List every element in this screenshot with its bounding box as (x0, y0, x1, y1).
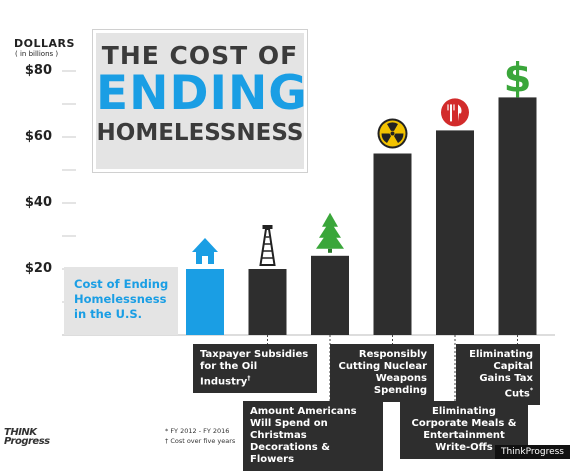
homelessness-callout: Cost of Ending Homelessness in the U.S. (64, 267, 178, 335)
radiation-icon (377, 118, 408, 149)
logo-line-1: THINK (4, 427, 37, 438)
dollar-sign-icon: $ (504, 55, 532, 101)
bar-icons: $ (192, 55, 532, 266)
footnote-five-years: † Cost over five years (165, 437, 236, 445)
label-christmas: Amount Americans Will Spend on Christmas… (243, 401, 383, 471)
bar-0 (186, 269, 224, 335)
bar-2 (311, 255, 349, 335)
bar-4 (436, 130, 474, 335)
label-capital-gains-text: Eliminating Capital Gains Tax Cuts (469, 349, 533, 400)
logo-line-2: Progress (4, 436, 50, 447)
title-line-2: ENDING (96, 66, 308, 121)
y-tick-40: $40 (24, 195, 52, 210)
label-oil-subsidies: Taxpayer Subsidies for the Oil Industry† (193, 344, 317, 394)
bar-3 (373, 153, 412, 335)
y-axis-sublabel: ( in billions ) (15, 50, 59, 58)
house-icon (192, 238, 218, 264)
footnote-fy: * FY 2012 - FY 2016 (165, 427, 230, 435)
y-tick-60: $60 (24, 129, 52, 144)
label-capital-gains-mark: * (529, 387, 533, 394)
bar-1 (248, 269, 287, 335)
christmas-tree-icon (316, 212, 344, 253)
title-box: THE COST OF ENDING HOMELESSNESS (92, 29, 308, 173)
label-oil-text: Taxpayer Subsidies for the Oil Industry (200, 349, 309, 388)
label-oil-mark: † (247, 375, 251, 382)
svg-text:$: $ (504, 55, 532, 101)
title-line-3: HOMELESSNESS (96, 120, 304, 146)
credit-badge: ThinkProgress (494, 445, 570, 459)
label-nuclear: Responsibly Cutting Nuclear Weapons Spen… (330, 344, 434, 402)
bar-5 (498, 97, 537, 336)
oil-derrick-icon (259, 225, 276, 266)
label-capital-gains: Eliminating Capital Gains Tax Cuts* (456, 344, 540, 406)
fork-knife-icon (441, 98, 469, 127)
thinkprogress-logo: THINK Progress (4, 427, 50, 447)
bar-chart: $ (62, 55, 555, 401)
y-tick-20: $20 (24, 261, 52, 276)
bars (186, 97, 537, 336)
y-axis-label: DOLLARS (14, 37, 75, 50)
title-line-1: THE COST OF (101, 41, 299, 70)
y-tick-80: $80 (24, 63, 52, 78)
